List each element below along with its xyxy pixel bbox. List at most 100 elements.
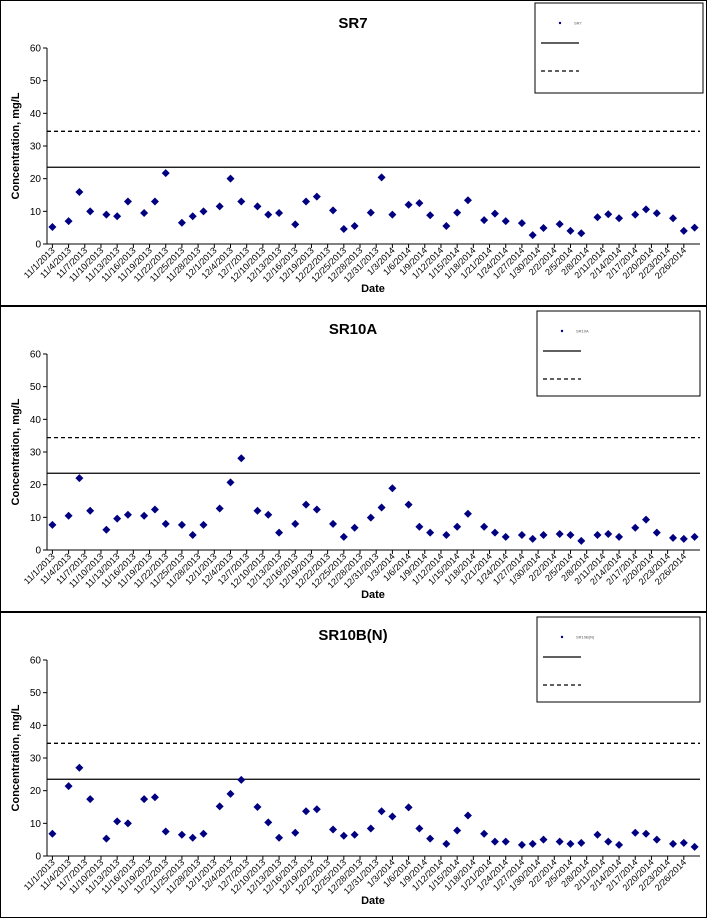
data-point — [642, 515, 651, 524]
data-point — [177, 830, 186, 839]
data-point — [517, 530, 526, 539]
data-point — [226, 478, 235, 487]
data-point — [642, 829, 651, 838]
data-point — [480, 522, 489, 531]
data-point — [404, 500, 413, 509]
data-point — [679, 226, 688, 235]
data-point — [679, 838, 688, 847]
y-tick-label: 30 — [30, 754, 42, 765]
data-point — [453, 826, 462, 835]
data-point — [690, 223, 699, 232]
data-point — [75, 474, 84, 483]
data-point — [350, 523, 359, 532]
y-axis-label: Concentration, mg/L — [10, 398, 22, 505]
data-point — [366, 208, 375, 217]
data-point — [64, 217, 73, 226]
data-point — [442, 839, 451, 848]
data-point — [690, 532, 699, 541]
y-tick-label: 20 — [30, 786, 42, 797]
data-point — [161, 169, 170, 178]
data-point — [652, 835, 661, 844]
legend-box — [536, 310, 701, 397]
data-point — [577, 229, 586, 238]
data-point — [463, 196, 472, 205]
data-point — [291, 519, 300, 528]
legend-box — [534, 2, 704, 94]
data-point — [366, 513, 375, 522]
data-point — [555, 529, 564, 538]
data-point — [48, 520, 57, 529]
data-point — [302, 197, 311, 206]
data-point — [593, 830, 602, 839]
data-point — [669, 839, 678, 848]
data-point — [75, 188, 84, 197]
y-tick-label: 10 — [30, 207, 42, 218]
data-point — [377, 807, 386, 816]
data-point — [377, 503, 386, 512]
data-point — [275, 208, 284, 217]
legend-box — [536, 616, 701, 703]
data-point — [253, 506, 262, 515]
data-point — [188, 530, 197, 539]
data-point — [329, 206, 338, 215]
x-axis-label: Date — [361, 589, 385, 601]
data-point — [631, 523, 640, 532]
data-point — [177, 218, 186, 227]
data-point — [253, 803, 262, 811]
data-point — [539, 530, 548, 539]
chart-panel: SR7010203040506011/1/201311/4/201311/7/2… — [0, 0, 707, 306]
data-point — [150, 197, 159, 206]
data-point — [555, 220, 564, 229]
data-point — [652, 209, 661, 218]
data-point — [615, 532, 624, 541]
data-point — [501, 532, 510, 541]
data-point — [86, 207, 95, 216]
y-tick-label: 40 — [30, 721, 42, 732]
chart-title: SR7 — [338, 15, 367, 32]
y-tick-label: 60 — [30, 350, 42, 361]
data-point — [199, 829, 208, 838]
y-tick-label: 20 — [30, 480, 42, 491]
data-point — [566, 530, 575, 539]
data-point — [615, 214, 624, 223]
data-point — [275, 833, 284, 842]
legend-label: SR7 — [574, 21, 583, 26]
data-point — [350, 830, 359, 839]
data-point — [64, 511, 73, 520]
data-point — [123, 819, 132, 828]
data-point — [215, 802, 224, 811]
data-point — [631, 210, 640, 219]
data-point — [404, 200, 413, 209]
data-point — [388, 210, 397, 219]
chart-panel: SR10A010203040506011/1/201311/4/201311/7… — [0, 306, 707, 612]
y-tick-label: 30 — [30, 448, 42, 459]
data-point — [539, 223, 548, 232]
data-point — [517, 219, 526, 228]
data-point — [188, 833, 197, 842]
data-point — [226, 174, 235, 183]
data-point — [377, 173, 386, 182]
data-point — [291, 220, 300, 229]
data-point — [442, 530, 451, 539]
data-point — [426, 834, 435, 843]
data-point — [86, 795, 95, 804]
x-axis-label: Date — [361, 895, 385, 907]
data-point — [604, 529, 613, 538]
y-axis-label: Concentration, mg/L — [10, 704, 22, 811]
y-tick-label: 40 — [30, 415, 42, 426]
data-point — [140, 511, 149, 520]
data-point — [404, 803, 413, 812]
data-point — [501, 837, 510, 846]
data-point — [339, 831, 348, 840]
legend-marker — [558, 21, 562, 25]
data-point — [113, 212, 122, 221]
data-point — [566, 226, 575, 235]
data-point — [312, 805, 321, 814]
data-point — [188, 212, 197, 221]
data-point — [366, 824, 375, 833]
data-point — [631, 828, 640, 837]
data-point — [64, 782, 73, 791]
legend-label: SR10A — [576, 329, 589, 334]
